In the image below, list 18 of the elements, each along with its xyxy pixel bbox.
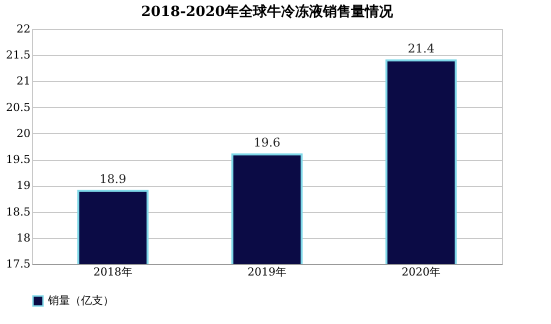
y-tick-label: 18 (16, 231, 30, 244)
y-tick-label: 17.5 (6, 258, 30, 270)
data-label: 19.6 (254, 135, 280, 150)
y-tick-label: 19 (16, 179, 30, 192)
x-tick-label: 2019年 (248, 266, 286, 278)
y-tick-label: 21 (16, 74, 30, 88)
data-label: 21.4 (408, 41, 435, 56)
y-tick-label: 22 (16, 22, 30, 36)
data-label: 18.9 (100, 172, 126, 186)
y-tick-label: 18.5 (6, 205, 30, 218)
y-tick-label: 21.5 (6, 48, 30, 62)
y-tick-label: 19.5 (6, 153, 30, 166)
x-tick-label: 2020年 (402, 266, 441, 278)
chart-title: 2018-2020年全球牛冷冻液销售量情况 (141, 3, 394, 20)
legend-label: 销量（亿支） (47, 294, 114, 307)
y-tick-label: 20.5 (6, 100, 30, 114)
x-tick-label: 2018年 (93, 266, 132, 278)
y-tick-label: 20 (16, 126, 30, 140)
